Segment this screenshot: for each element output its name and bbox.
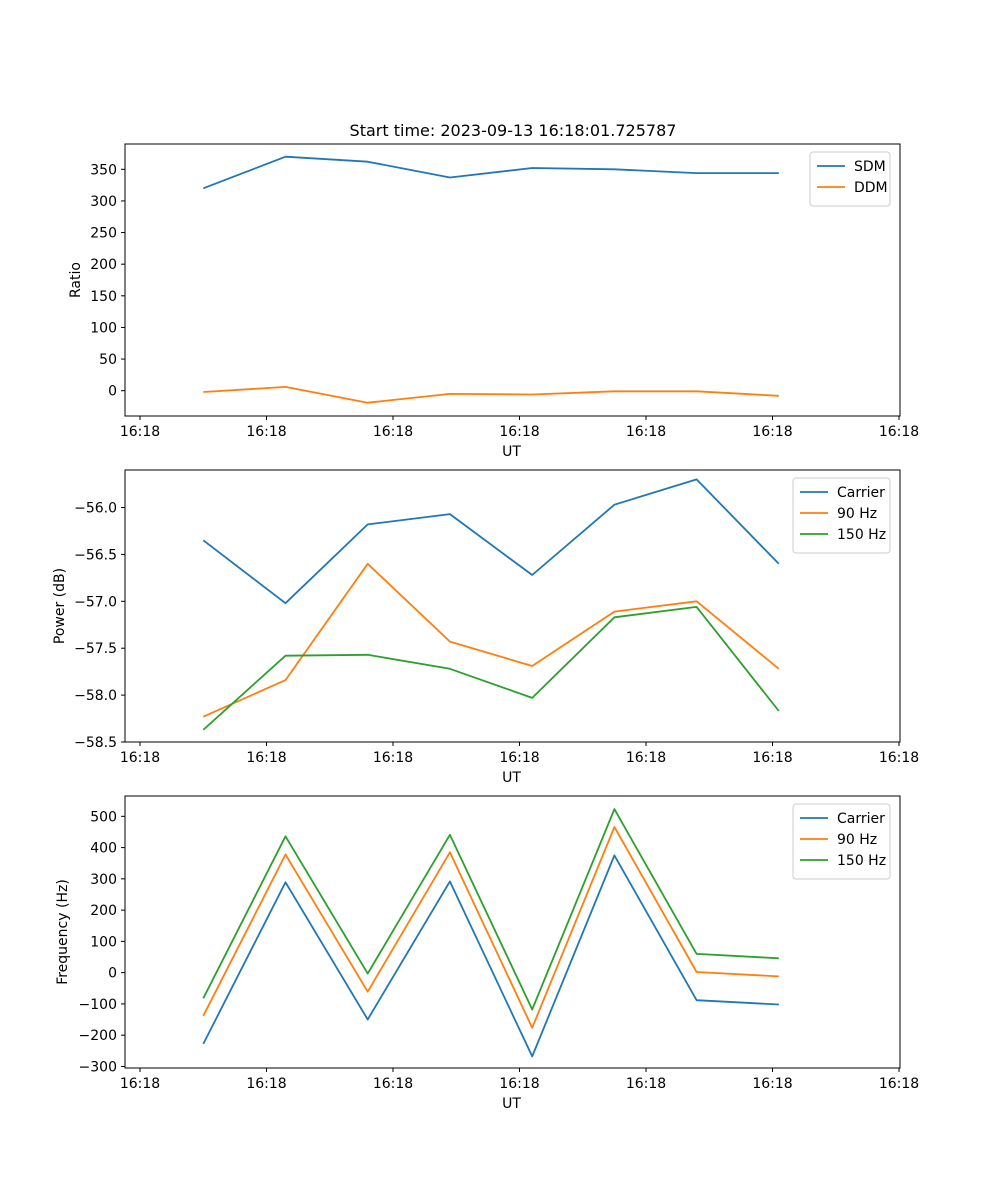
- series-line-carrier: [202, 854, 779, 1058]
- y-tick-label: 200: [90, 903, 117, 919]
- y-tick-label: 250: [90, 226, 117, 242]
- y-tick-label: 150: [90, 289, 117, 305]
- legend-label: 150 Hz: [837, 853, 886, 869]
- plot-area: [124, 143, 901, 417]
- y-axis-label: Ratio: [68, 262, 84, 298]
- x-tick-label: 16:18: [752, 1076, 792, 1092]
- x-tick-label: 16:18: [879, 750, 919, 766]
- x-axis-label: UT: [502, 1096, 521, 1112]
- y-tick-label: 500: [90, 809, 117, 825]
- plot-area: [124, 469, 901, 743]
- x-tick-label: 16:18: [373, 750, 413, 766]
- legend: SDM DDM: [809, 151, 891, 207]
- y-axis-label: Power (dB): [52, 568, 68, 644]
- y-tick-label: 300: [90, 194, 117, 210]
- x-tick-label: 16:18: [499, 1076, 539, 1092]
- x-tick-label: 16:18: [373, 424, 413, 440]
- x-axis-label: UT: [502, 770, 521, 786]
- y-tick-label: −100: [79, 997, 117, 1013]
- y-tick-label: −58.5: [74, 735, 117, 751]
- x-tick-label: 16:18: [246, 1076, 286, 1092]
- y-tick-label: 0: [108, 966, 117, 982]
- x-tick-label: 16:18: [246, 750, 286, 766]
- y-tick-label: −56.5: [74, 547, 117, 563]
- x-tick-label: 16:18: [120, 1076, 160, 1092]
- y-tick-label: −200: [79, 1028, 117, 1044]
- x-tick-label: 16:18: [120, 750, 160, 766]
- legend: Carrier 90 Hz 150 Hz: [792, 803, 891, 880]
- y-tick-label: 200: [90, 257, 117, 273]
- legend-label: 150 Hz: [837, 527, 886, 543]
- x-tick-label: 16:18: [879, 424, 919, 440]
- x-tick-label: 16:18: [499, 750, 539, 766]
- y-tick-label: −56.0: [74, 501, 117, 517]
- x-tick-label: 16:18: [752, 424, 792, 440]
- x-tick-label: 16:18: [626, 424, 666, 440]
- y-tick-label: 300: [90, 872, 117, 888]
- plot-area: [124, 795, 901, 1069]
- panel-3: 16:1816:1816:1816:1816:1816:1816:1816:19…: [55, 795, 919, 1112]
- legend-label: 90 Hz: [837, 506, 877, 522]
- y-tick-label: 350: [90, 162, 117, 178]
- x-tick-label: 16:18: [752, 750, 792, 766]
- panel-1: 16:1816:1816:1816:1816:1816:1816:1816:19…: [68, 143, 919, 460]
- legend-label: Carrier: [837, 485, 885, 501]
- series-line-carrier: [202, 478, 780, 605]
- series-line-90-hz: [202, 562, 780, 718]
- y-tick-label: −300: [79, 1059, 117, 1075]
- x-tick-label: 16:18: [499, 424, 539, 440]
- legend-label: DDM: [854, 180, 888, 196]
- y-tick-label: −57.5: [74, 641, 117, 657]
- x-tick-label: 16:18: [373, 1076, 413, 1092]
- y-tick-label: 400: [90, 841, 117, 857]
- series-line-90-hz: [202, 826, 779, 1029]
- y-tick-label: −58.0: [74, 688, 117, 704]
- panel-2: 16:1816:1816:1816:1816:1816:1816:1816:19…: [52, 469, 919, 786]
- series-line-ddm: [203, 385, 779, 404]
- x-tick-label: 16:18: [626, 1076, 666, 1092]
- legend-label: 90 Hz: [837, 832, 877, 848]
- legend: Carrier 90 Hz 150 Hz: [792, 477, 891, 554]
- series-line-150-hz: [202, 606, 780, 731]
- y-tick-label: −57.0: [74, 594, 117, 610]
- x-tick-label: 16:18: [120, 424, 160, 440]
- figure-title: Start time: 2023-09-13 16:18:01.725787: [350, 121, 677, 140]
- x-tick-label: 16:18: [246, 424, 286, 440]
- y-tick-label: 100: [90, 934, 117, 950]
- y-tick-label: 100: [90, 320, 117, 336]
- x-tick-label: 16:18: [879, 1076, 919, 1092]
- series-line-sdm: [202, 155, 779, 190]
- y-tick-label: 50: [99, 352, 117, 368]
- y-tick-label: 0: [108, 384, 117, 400]
- legend-label: Carrier: [837, 811, 885, 827]
- panels: 16:1816:1816:1816:1816:1816:1816:1816:19…: [52, 143, 919, 1112]
- series-line-150-hz: [202, 808, 779, 1011]
- x-tick-label: 16:18: [626, 750, 666, 766]
- legend-label: SDM: [854, 159, 886, 175]
- x-axis-label: UT: [502, 444, 521, 460]
- y-axis-label: Frequency (Hz): [55, 879, 71, 985]
